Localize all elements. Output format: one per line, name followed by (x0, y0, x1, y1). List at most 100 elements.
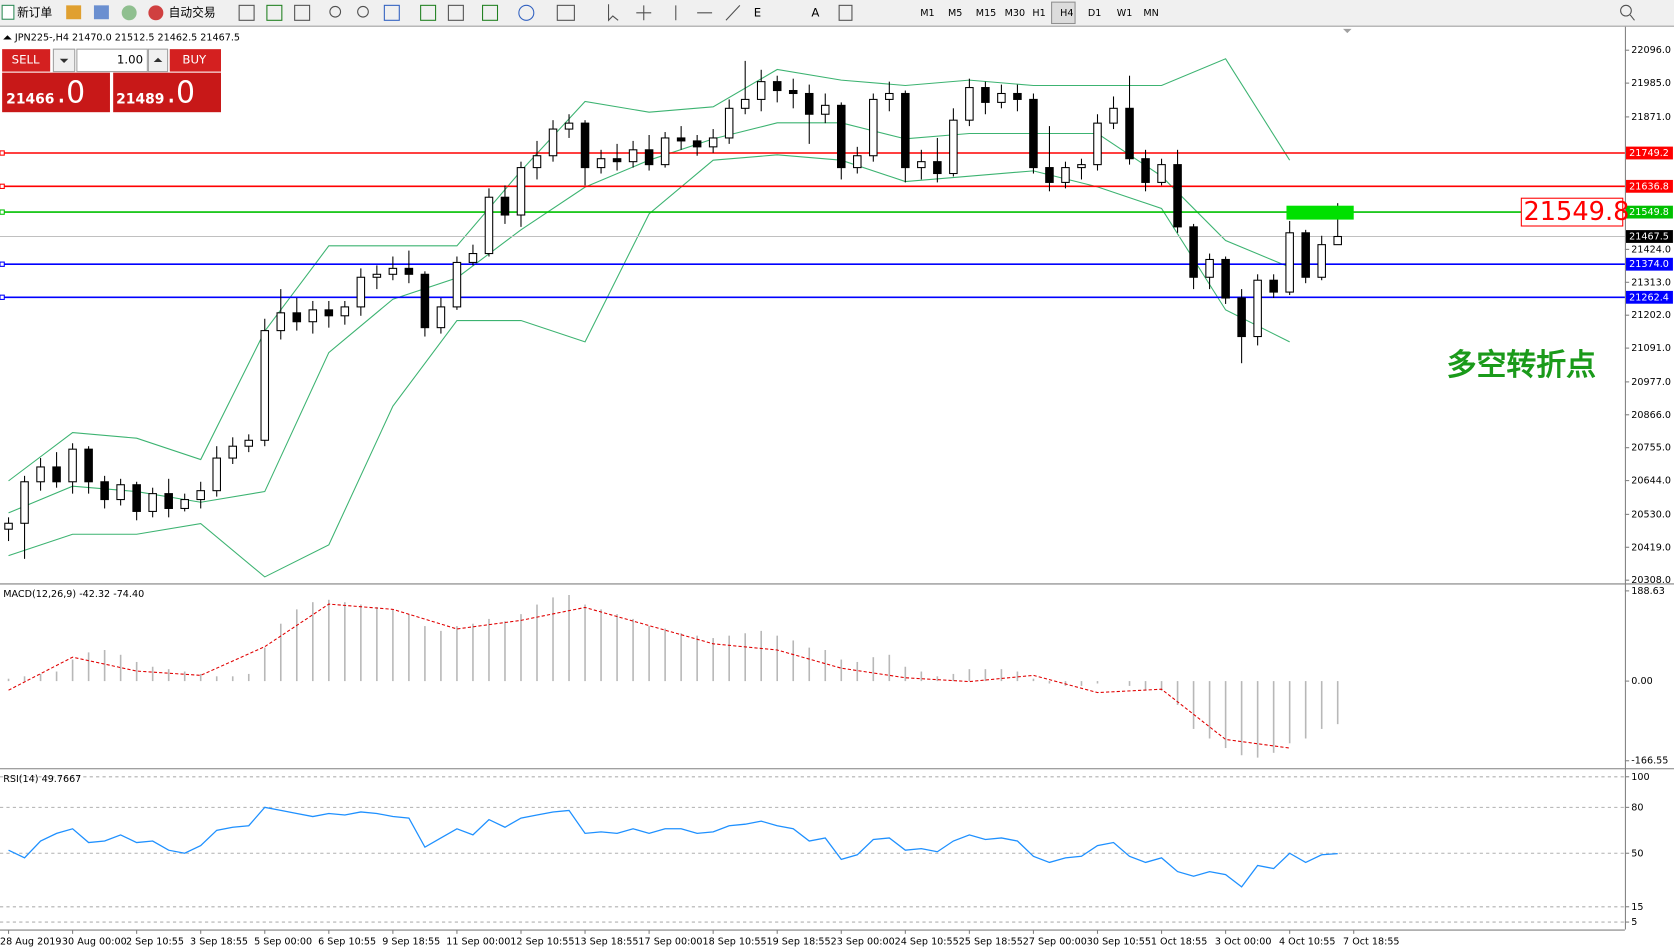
y-tick-label: 21424.0 (1631, 244, 1671, 255)
ask-box[interactable] (113, 72, 221, 113)
icon[interactable] (556, 4, 575, 21)
candle-body (1093, 122, 1102, 166)
timeframe-button[interactable]: M30 (1005, 8, 1026, 19)
candle-body (1221, 258, 1230, 299)
level-callout-box (1520, 197, 1624, 227)
level-handle (0, 150, 5, 156)
candle-body (644, 149, 654, 166)
icon[interactable] (121, 5, 137, 21)
level-tag (1625, 257, 1673, 271)
candle-body (1301, 232, 1310, 278)
rsi-line (8, 806, 1338, 888)
icon[interactable] (66, 5, 82, 20)
cursor-icon[interactable] (607, 4, 619, 22)
icon[interactable] (294, 4, 311, 21)
icon[interactable] (518, 4, 535, 21)
y-tick-label: 21871.0 (1631, 112, 1671, 123)
candle-body (132, 484, 141, 512)
candle-body (52, 466, 61, 483)
level-tag (1625, 290, 1673, 304)
search-icon[interactable] (1629, 14, 1635, 21)
ask-fraction: .0 (167, 76, 196, 111)
arrow (153, 57, 163, 62)
candle-body (820, 104, 830, 115)
timeframe-button[interactable]: M1 (920, 8, 934, 19)
x-tick-label: 1 Oct 18:55 (1151, 936, 1208, 947)
timeframe-button[interactable]: W1 (1117, 8, 1133, 19)
icon[interactable] (238, 4, 255, 21)
candle-body (596, 158, 606, 169)
timeframe-button[interactable]: MN (1143, 8, 1158, 19)
tool-icons (238, 1, 1635, 25)
auto-trading-button[interactable]: 自动交易 (169, 5, 216, 19)
candle-body (740, 98, 750, 109)
x-tick-label: 6 Sep 10:55 (318, 936, 376, 947)
timeframe-button[interactable]: H1 (1032, 8, 1045, 19)
candle-body (4, 522, 13, 530)
icon-label[interactable]: A (811, 5, 819, 19)
icon[interactable] (420, 4, 437, 21)
x-tick-label: 27 Sep 00:00 (1023, 936, 1087, 947)
buy-label[interactable]: BUY (182, 52, 207, 66)
icon[interactable] (266, 4, 283, 21)
candle-body (116, 484, 125, 501)
candle-body (196, 490, 205, 501)
candle-body (1141, 158, 1150, 183)
y-tick-label: 80 (1631, 802, 1643, 813)
level-label: 21262.4 (1629, 292, 1669, 303)
search-icon[interactable] (1620, 4, 1632, 17)
sell-label[interactable]: SELL (12, 52, 40, 66)
timeframe-button[interactable]: D1 (1088, 8, 1102, 19)
y-tick-label: 20755.0 (1631, 443, 1671, 454)
icon-label[interactable]: E (754, 5, 761, 19)
auto-trading-icon[interactable] (148, 5, 164, 21)
candle-body (1333, 235, 1342, 246)
x-tick-label: 3 Sep 18:55 (190, 936, 248, 947)
candle-body (308, 309, 318, 323)
macd-title: MACD(12,26,9) -42.32 -74.40 (3, 589, 144, 600)
icon[interactable] (383, 4, 400, 21)
bollinger-upper (8, 58, 1291, 482)
timeframe-button[interactable]: M15 (976, 8, 997, 19)
bid-box[interactable] (2, 72, 110, 113)
crosshair-icon[interactable] (636, 5, 652, 21)
y-tick-label: 20419.0 (1631, 542, 1671, 553)
candle-body (628, 149, 638, 163)
x-tick-label: 24 Sep 10:55 (895, 936, 959, 947)
candle-body (580, 122, 590, 169)
lot-value[interactable]: 1.00 (117, 52, 143, 66)
timeframe-button[interactable]: H4 (1060, 8, 1073, 19)
y-tick-label: 100 (1631, 772, 1649, 783)
x-tick-label: 30 Aug 00:00 (62, 936, 127, 947)
zoom-in[interactable] (329, 5, 342, 18)
level-callout: 21549.8 (1523, 197, 1629, 227)
zoom-out[interactable] (357, 5, 369, 18)
y-tick-label: 50 (1631, 848, 1643, 859)
icon[interactable] (447, 4, 464, 21)
candle-body (84, 448, 93, 483)
new-order-icon[interactable] (1, 4, 15, 20)
sell-button[interactable] (2, 49, 51, 72)
candle-body (340, 306, 350, 317)
new-order-button[interactable]: 新订单 (17, 5, 52, 19)
bid-fraction: .0 (57, 76, 86, 111)
candle-body (212, 457, 221, 492)
buy-button[interactable] (169, 49, 221, 72)
candle-body (436, 306, 446, 329)
timeframe-button[interactable]: M5 (948, 8, 962, 19)
current-price-tag (1625, 230, 1673, 243)
x-tick-label: 18 Sep 10:55 (702, 936, 766, 947)
candle-body (228, 445, 238, 459)
candle-body (901, 92, 910, 169)
candle-body (180, 499, 189, 509)
chart-header: JPN225-,H4 21470.0 21512.5 21462.5 21467… (14, 32, 240, 43)
line-icons[interactable] (675, 4, 741, 21)
icon[interactable] (93, 5, 109, 20)
candle-body (548, 128, 558, 157)
icon[interactable] (838, 4, 853, 21)
candle-body (356, 276, 366, 308)
lot-input[interactable] (76, 48, 148, 73)
y-tick-label: 22096.0 (1631, 45, 1671, 56)
y-tick-label: 5 (1631, 917, 1637, 928)
icon[interactable] (482, 4, 499, 21)
